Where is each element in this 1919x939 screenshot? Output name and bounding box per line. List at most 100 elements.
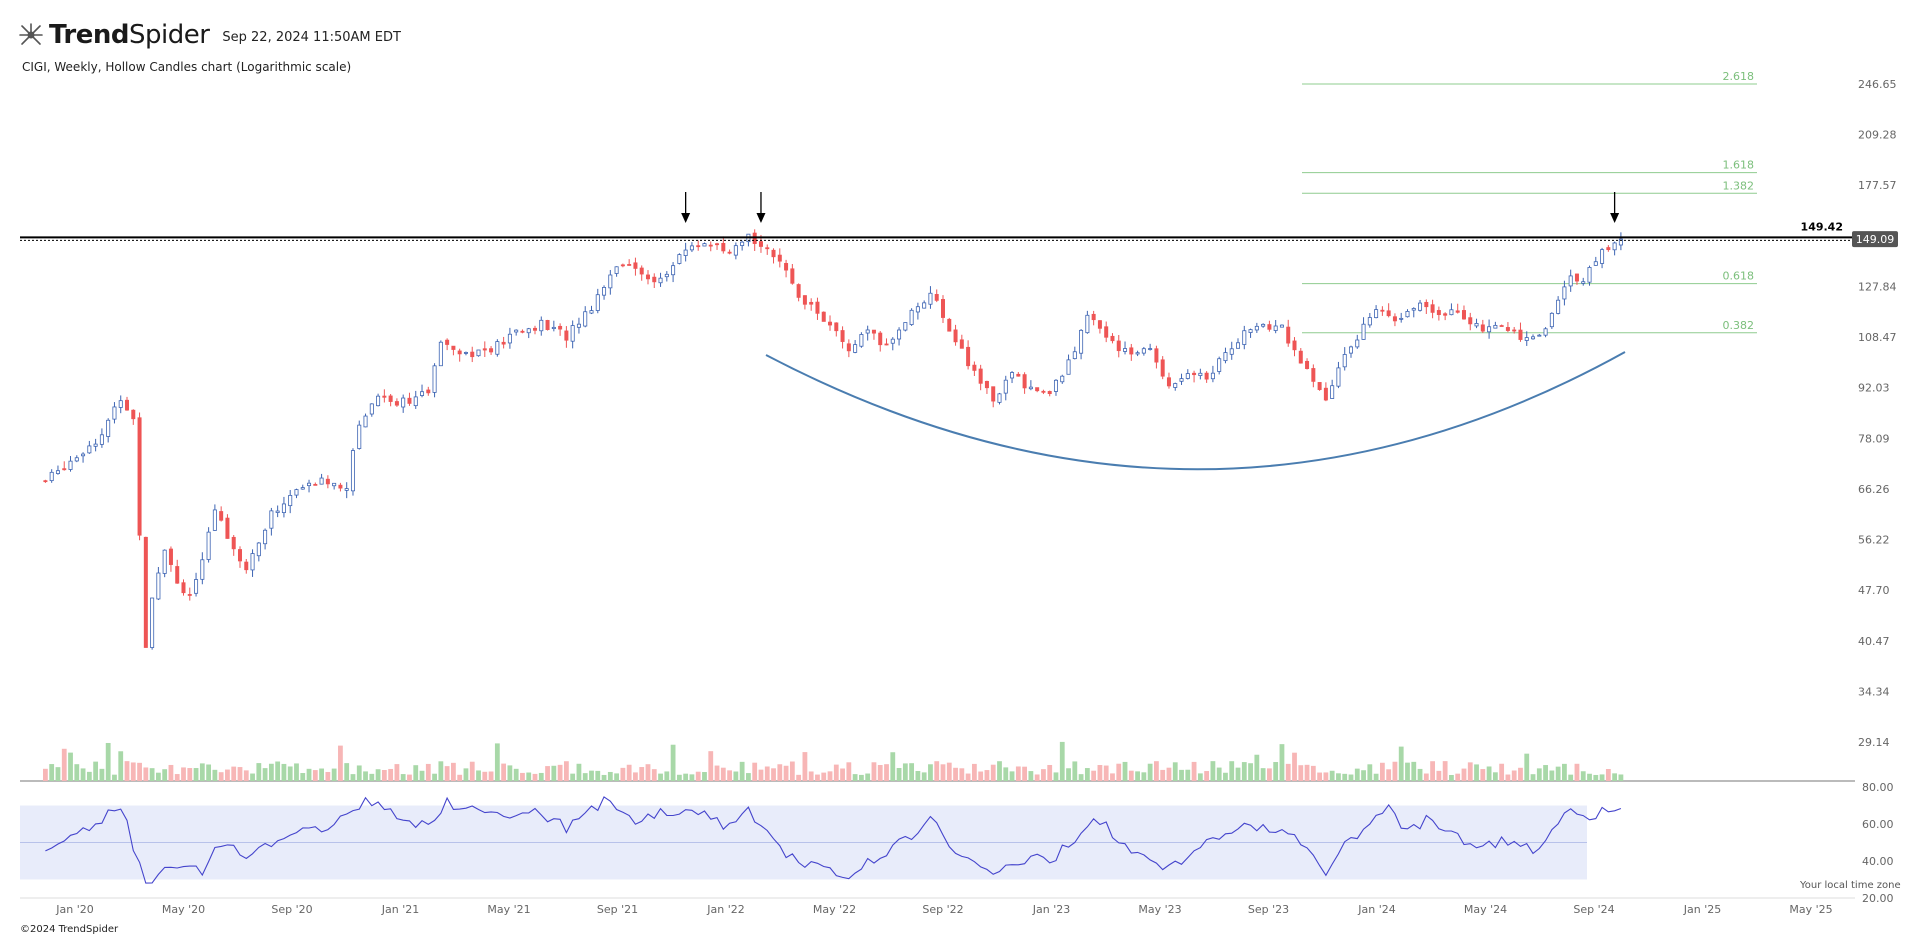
candle-body [1298, 350, 1303, 364]
candle-body [834, 322, 839, 332]
candle-body [62, 468, 67, 471]
candle-body [294, 489, 299, 496]
candle-body [194, 579, 199, 594]
candle-body [1348, 346, 1353, 354]
candle-body [1361, 323, 1366, 340]
volume-bar [1084, 768, 1090, 781]
volume-bar [959, 768, 965, 781]
volume-bar [356, 765, 362, 781]
x-axis-tick-label: Sep '20 [271, 903, 312, 916]
candle-body [1399, 317, 1404, 320]
candle-body [696, 245, 701, 248]
y-axis-tick-label: 34.34 [1858, 685, 1890, 698]
candle-body [991, 386, 996, 402]
candle-body [1248, 329, 1253, 333]
candle-body [1411, 308, 1416, 311]
candle-body [1217, 358, 1222, 372]
candle-body [507, 333, 512, 344]
candle-body [407, 397, 412, 404]
volume-bar [934, 761, 940, 781]
x-axis-tick-label: May '25 [1789, 903, 1832, 916]
candle-body [1185, 373, 1190, 379]
volume-bar [557, 764, 563, 781]
candle-body [771, 249, 776, 258]
candle-body [884, 343, 889, 346]
candle-body [1022, 374, 1027, 389]
candle-body [551, 326, 556, 330]
volume-bar [1034, 774, 1040, 781]
candle-body [758, 241, 763, 247]
candle-body [1549, 312, 1554, 328]
volume-bar [1593, 774, 1599, 781]
volume-bar [1398, 746, 1404, 781]
candle-body [1192, 372, 1197, 376]
x-axis-tick-label: May '22 [813, 903, 856, 916]
volume-bar [1518, 767, 1523, 781]
volume-bar [990, 764, 996, 781]
x-axis-tick-label: Jan '20 [55, 903, 93, 916]
volume-bar [86, 771, 92, 781]
volume-bar [1160, 769, 1166, 781]
volume-bar [808, 771, 814, 781]
volume-bar [1587, 773, 1592, 781]
volume-bar [68, 752, 73, 781]
volume-bar [375, 769, 381, 781]
volume-bar [507, 765, 513, 781]
candle-body [168, 548, 173, 565]
volume-bar [407, 774, 412, 781]
rsi-axis-tick-label: 40.00 [1862, 855, 1894, 868]
volume-bar [1361, 770, 1366, 781]
volume-bar [225, 769, 230, 781]
candle-body [1286, 326, 1291, 344]
candle-body [1587, 267, 1592, 283]
candle-body [432, 365, 437, 393]
candle-body [589, 310, 594, 314]
candle-body [143, 536, 148, 648]
volume-bar [965, 773, 971, 781]
candle-body [545, 319, 550, 330]
volume-bar [1329, 770, 1335, 781]
candle-body [645, 274, 650, 280]
candle-body [43, 480, 48, 483]
candle-body [125, 399, 130, 411]
candle-body [809, 301, 814, 305]
volume-bar [1223, 772, 1228, 781]
volume-bar [1354, 768, 1360, 781]
candle-body [1091, 313, 1096, 321]
candle-body [1072, 351, 1077, 360]
candle-body [715, 243, 720, 246]
candle-body [501, 341, 506, 345]
volume-bar [55, 767, 61, 781]
volume-bar [1028, 771, 1034, 781]
candle-body [997, 393, 1002, 403]
volume-bar [695, 771, 701, 781]
candle-body [721, 242, 726, 252]
candle-body [897, 329, 902, 340]
volume-bar [1492, 772, 1498, 781]
candle-body [369, 403, 374, 415]
y-axis-tick-label: 56.22 [1858, 534, 1890, 547]
candle-body [941, 299, 946, 318]
candle-body [614, 266, 619, 274]
candle-body [231, 536, 236, 550]
volume-bar [1310, 765, 1316, 781]
volume-bar [852, 774, 858, 781]
candle-body [1010, 372, 1015, 379]
volume-bar [494, 743, 500, 781]
candle-body [1097, 320, 1102, 329]
candle-body [256, 542, 261, 557]
volume-bar [683, 773, 689, 781]
volume-bar [206, 764, 212, 781]
volume-bar [1442, 761, 1448, 781]
candle-body [1386, 310, 1391, 317]
candle-body [1079, 329, 1084, 354]
y-axis-tick-label: 78.09 [1858, 432, 1890, 445]
candle-body [790, 268, 795, 284]
volume-bar [1097, 765, 1103, 781]
candle-body [1154, 348, 1159, 363]
candle-body [602, 287, 607, 296]
brand-name: TrendSpider [49, 20, 210, 50]
candle-body [922, 302, 927, 309]
volume-bar [595, 770, 601, 781]
